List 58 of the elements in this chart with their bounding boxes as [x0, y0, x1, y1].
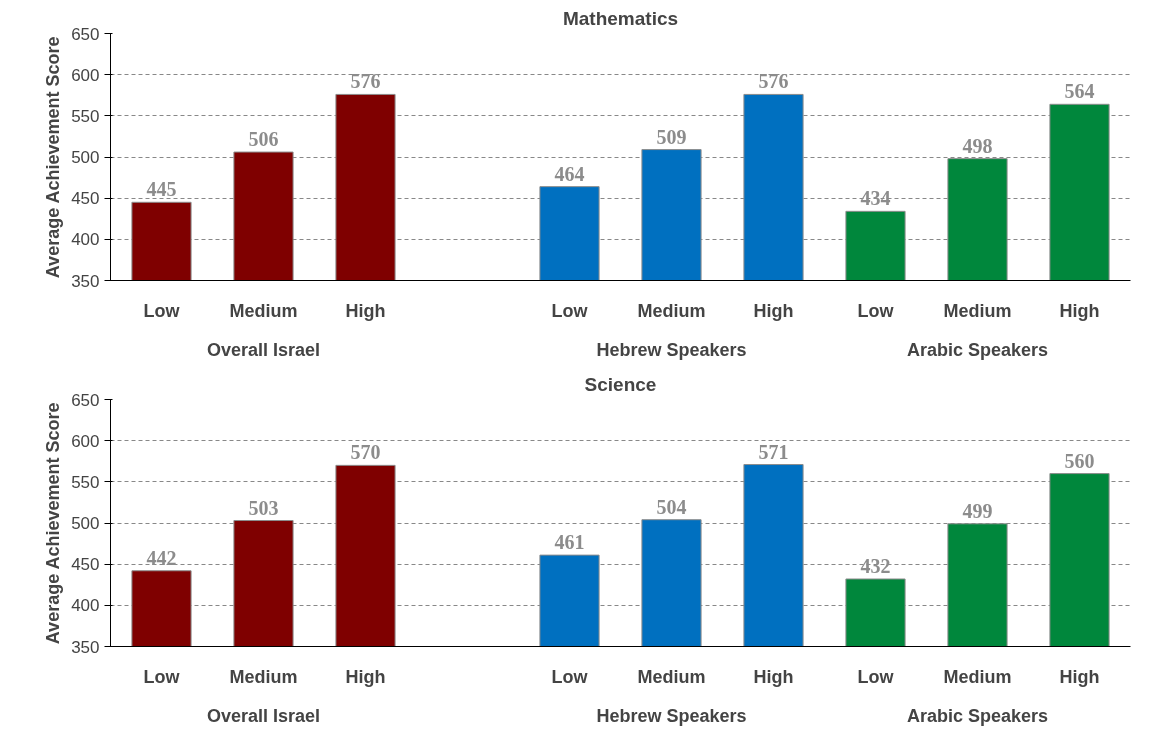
y-tick-label: 500 [71, 148, 100, 167]
y-tick-label: 550 [71, 106, 100, 126]
chart-title: Science [584, 373, 657, 395]
data-label: 564 [1064, 80, 1095, 103]
x-tick-label: Low [857, 300, 895, 321]
y-tick-label: 450 [71, 189, 100, 209]
y-tick-label: 650 [71, 390, 100, 410]
data-label: 509 [656, 125, 687, 148]
y-tick-label: 650 [71, 24, 100, 44]
x-tick-label: Low [143, 300, 181, 321]
text: Overall Israel [206, 339, 321, 360]
x-tick-label: High [753, 666, 794, 687]
data-label: 464 [554, 162, 585, 185]
x-tick-label: Medium [229, 666, 298, 687]
data-label: 571 [758, 440, 789, 463]
x-tick-label: High [345, 300, 386, 321]
y-tick-label: 450 [71, 555, 100, 575]
text: Overall Israel [206, 705, 321, 726]
y-tick-label: 350 [71, 271, 100, 291]
y-axis-title: Average Achievement Score [43, 402, 64, 645]
x-tick-label: High [1059, 300, 1100, 321]
data-label: 434 [860, 187, 891, 210]
data-label: 506 [248, 128, 279, 151]
data-label: 570 [350, 441, 381, 464]
y-tick-label: 550 [71, 472, 100, 492]
y-tick-label: 400 [71, 230, 100, 250]
x-tick-label: Medium [637, 300, 706, 321]
x-tick-label: Medium [637, 666, 706, 687]
data-label: 445 [146, 178, 177, 201]
x-tick-label: Low [551, 300, 589, 321]
data-label: 560 [1064, 449, 1095, 472]
x-tick-label: Medium [943, 300, 1012, 321]
chart-title: Mathematics [562, 7, 679, 29]
x-tick-label: Medium [229, 300, 298, 321]
text: Arabic Speakers [906, 339, 1049, 360]
x-tick-label: High [1059, 666, 1100, 687]
y-tick-label: 400 [71, 596, 100, 616]
x-tick-label: High [345, 666, 386, 687]
data-label: 503 [248, 496, 279, 519]
y-tick-label: 500 [71, 514, 100, 533]
x-tick-label: High [753, 300, 794, 321]
y-axis-title: Average Achievement Score [43, 36, 64, 279]
text: Hebrew Speakers [596, 705, 747, 726]
x-tick-label: Low [857, 666, 895, 687]
x-tick-label: Low [143, 666, 181, 687]
x-tick-label: Low [551, 666, 589, 687]
x-tick-label: Medium [943, 666, 1012, 687]
data-label: 461 [554, 531, 585, 554]
y-tick-label: 600 [71, 431, 100, 451]
text: Hebrew Speakers [596, 339, 747, 360]
data-label: 504 [656, 495, 687, 518]
data-label: 442 [146, 546, 177, 569]
y-tick-label: 350 [71, 637, 100, 657]
data-label: 498 [962, 134, 993, 157]
y-tick-label: 600 [71, 65, 100, 85]
text: Arabic Speakers [906, 705, 1049, 726]
data-label: 432 [860, 554, 891, 577]
data-label: 499 [962, 499, 993, 522]
